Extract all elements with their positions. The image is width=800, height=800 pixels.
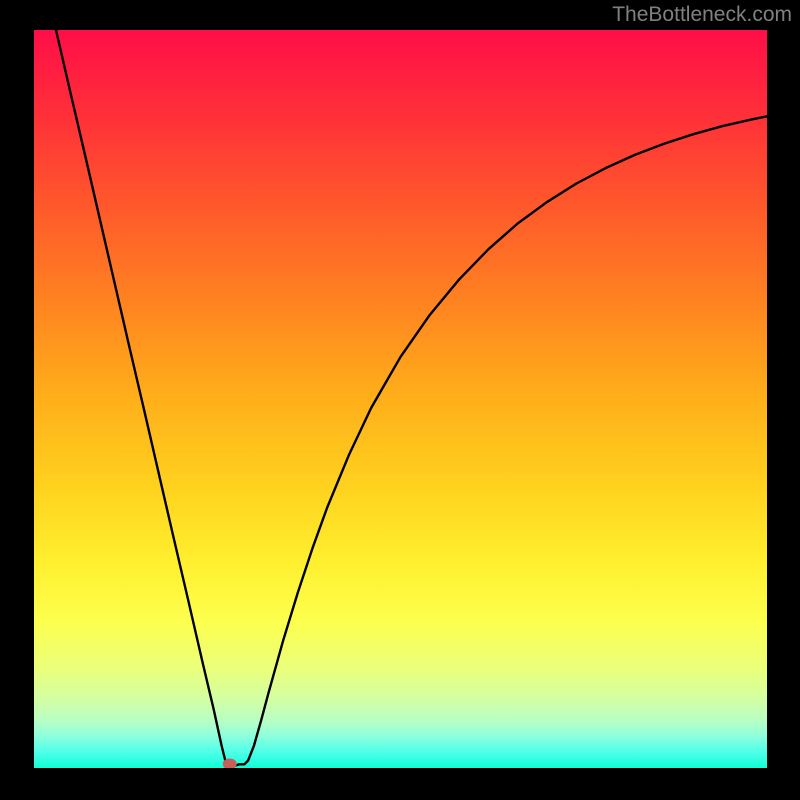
plot-container	[34, 30, 767, 768]
bottleneck-chart	[34, 30, 767, 768]
watermark-text: TheBottleneck.com	[612, 3, 792, 27]
gradient-background	[34, 30, 767, 768]
